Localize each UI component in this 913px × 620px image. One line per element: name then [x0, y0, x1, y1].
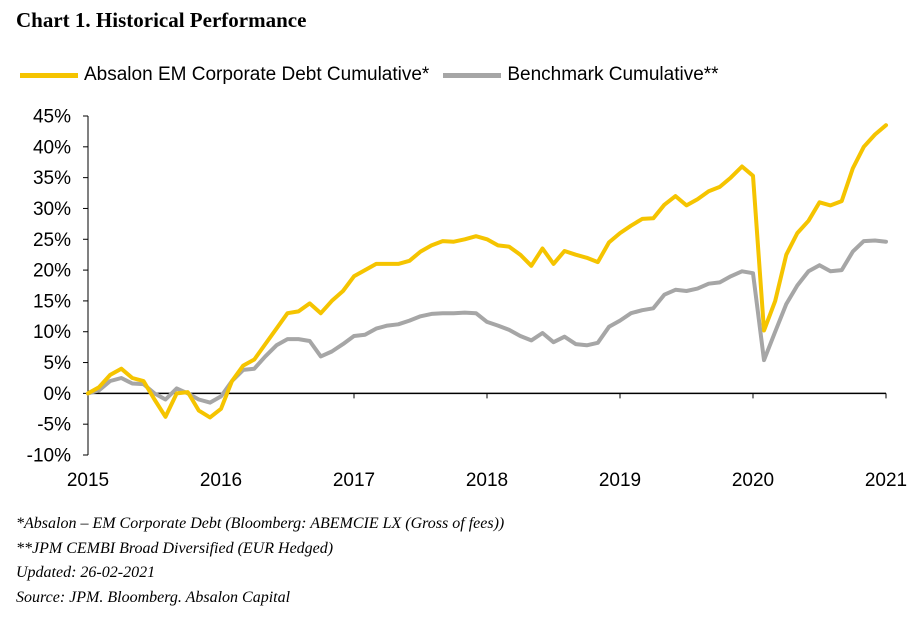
line-chart: 45% 40% 35% 30% 25% 20% 15% 10% 5% 0% -5% -10% 2015 2… — [27, 107, 908, 492]
y-tick-label: 25% — [33, 230, 71, 251]
y-tick-label: 35% — [33, 168, 71, 189]
y-tick-label: 40% — [33, 137, 71, 158]
series-line-benchmark — [86, 238, 888, 405]
chart-title: Chart 1. Historical Performance — [16, 8, 307, 32]
y-tick-label: 0% — [44, 384, 72, 405]
x-tick-label: 2020 — [732, 470, 774, 491]
x-tick-label: 2015 — [67, 470, 109, 491]
y-tick-label: 20% — [33, 261, 71, 282]
x-tick-label: 2016 — [200, 470, 242, 491]
y-tick-label: -10% — [27, 446, 71, 467]
x-tick-label: 2019 — [599, 470, 641, 491]
footnote-source: Source: JPM. Bloomberg. Absalon Capital — [16, 588, 291, 606]
x-tick-label: 2021 — [865, 470, 907, 491]
footnotes: *Absalon – EM Corporate Debt (Bloomberg:… — [16, 512, 504, 610]
x-tick-label: 2017 — [333, 470, 375, 491]
x-tick-label: 2018 — [466, 470, 508, 491]
chart-legend: Absalon EM Corporate Debt Cumulative* Be… — [20, 62, 733, 88]
series-line-absalon — [86, 123, 888, 420]
y-tick-label: 45% — [33, 107, 71, 128]
footnote-absalon: *Absalon – EM Corporate Debt (Bloomberg:… — [16, 515, 505, 532]
y-tick-label: 30% — [33, 199, 71, 220]
legend-item-absalon: Absalon EM Corporate Debt Cumulative* — [20, 64, 429, 86]
y-tick-label: -5% — [37, 415, 71, 436]
footnote-benchmark: **JPM CEMBI Broad Diversified (EUR Hedge… — [16, 539, 334, 557]
footnote-updated: Updated: 26-02-2021 — [16, 564, 156, 581]
legend-swatch-benchmark — [443, 72, 502, 78]
legend-label-benchmark: Benchmark Cumulative** — [507, 64, 719, 85]
legend-swatch-absalon — [20, 72, 78, 78]
y-tick-label: 10% — [33, 322, 71, 343]
legend-label-absalon: Absalon EM Corporate Debt Cumulative* — [84, 64, 430, 85]
legend-item-benchmark: Benchmark Cumulative** — [443, 64, 719, 86]
y-tick-label: 5% — [44, 353, 72, 374]
y-tick-label: 15% — [33, 291, 71, 312]
